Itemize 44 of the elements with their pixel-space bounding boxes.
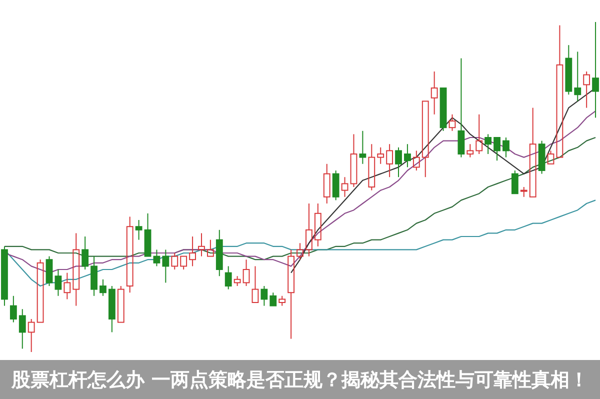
candlestick [28,318,35,352]
text: 股票杠杆怎么办 一两点策略是否正规？揭秘其合法性与可靠性真相！ [10,369,588,391]
candlestick [216,229,223,277]
candlestick [592,22,599,118]
candlestick [412,150,420,171]
candlestick [224,266,232,290]
candlestick [448,114,456,132]
candlestick [18,308,26,350]
candlestick [189,236,196,267]
candlestick [484,134,492,154]
candlestick [574,51,582,102]
candlestick [54,269,62,296]
candlestick [341,176,348,198]
candlestick [126,216,134,294]
candlestick [306,203,312,257]
candlestick [10,295,17,323]
candlestick [162,249,170,284]
candlestick [72,232,80,306]
candlestick [135,220,142,240]
candlestick [64,272,71,300]
candlestick [502,137,510,158]
candlestick [466,144,474,158]
candlestick [323,163,330,204]
candlestick [288,249,294,340]
candlestick [386,144,394,178]
candlestick [476,114,483,154]
candlestick [404,144,411,168]
candlestick [242,259,250,286]
candlestick [90,256,98,296]
candlestick [171,252,178,270]
candlestick [458,58,465,158]
candlestick [314,203,322,247]
candlestick [350,134,358,188]
candlestick [377,146,384,164]
candlestick [359,130,366,164]
candlestick [100,278,106,296]
candlestick [583,71,590,108]
candlestick [234,276,241,286]
candlestick [198,232,205,257]
candlestick [82,236,89,270]
candlestick [260,286,268,306]
candlestick [108,286,116,333]
candlestick [368,144,376,191]
candlestick [430,71,438,115]
